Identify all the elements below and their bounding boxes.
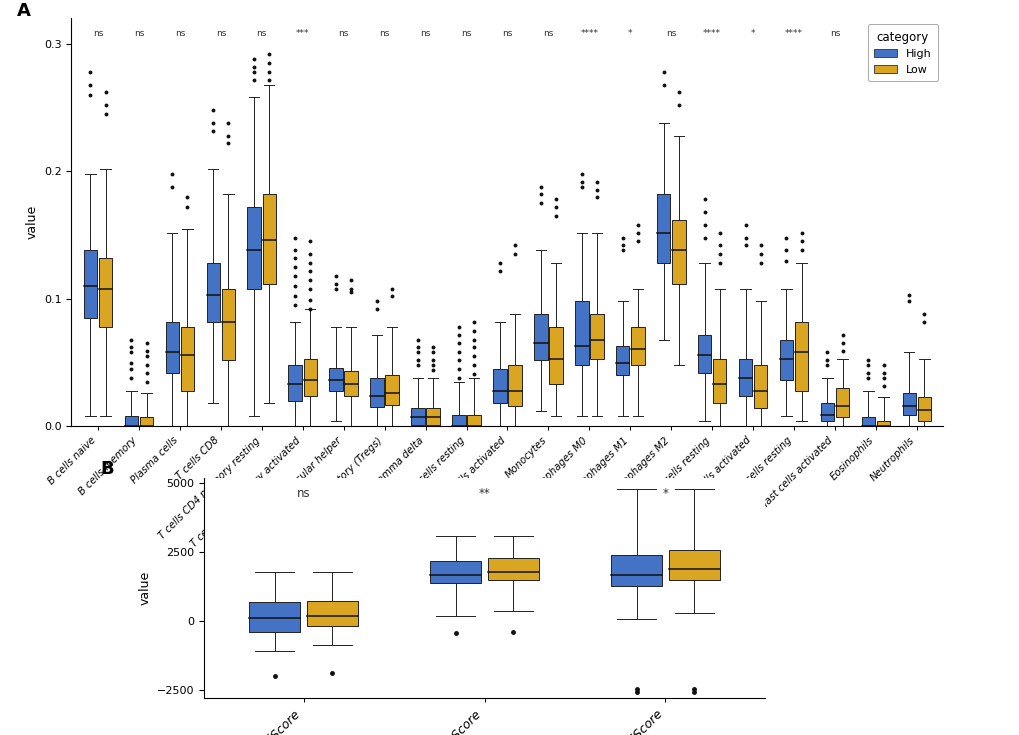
Text: **: ** (478, 487, 490, 500)
Bar (430, 561, 480, 583)
Bar (548, 327, 562, 384)
Bar (467, 415, 480, 426)
Bar (575, 301, 588, 365)
Bar (221, 289, 235, 360)
Bar (411, 409, 424, 425)
Bar (668, 550, 719, 581)
Bar (820, 404, 834, 421)
Y-axis label: value: value (139, 571, 151, 605)
Text: ns: ns (379, 29, 389, 37)
Text: ns: ns (461, 29, 471, 37)
Bar (206, 263, 220, 322)
Bar (610, 556, 661, 586)
Legend: High, Low: High, Low (867, 24, 937, 82)
Bar (249, 603, 300, 631)
Text: ns: ns (543, 29, 553, 37)
Bar (124, 416, 138, 426)
Bar (288, 365, 302, 401)
Y-axis label: value: value (25, 205, 39, 240)
Text: *: * (873, 29, 877, 37)
Text: *: * (662, 487, 667, 500)
Bar (656, 194, 669, 263)
Text: ****: **** (785, 29, 802, 37)
Bar (590, 314, 603, 359)
Bar (329, 368, 342, 390)
Bar (304, 359, 317, 395)
Bar (180, 327, 194, 390)
Text: ns: ns (93, 29, 103, 37)
Bar (385, 376, 398, 405)
Bar (370, 378, 383, 407)
Bar (344, 371, 358, 395)
Text: B: B (100, 460, 114, 478)
Text: ns: ns (501, 29, 513, 37)
Bar (902, 393, 915, 415)
Text: ns: ns (829, 29, 840, 37)
Text: ns: ns (911, 29, 921, 37)
Text: ns: ns (420, 29, 430, 37)
Text: ns: ns (133, 29, 144, 37)
Bar (794, 322, 808, 390)
Text: ***: *** (296, 29, 309, 37)
Bar (140, 417, 153, 426)
Bar (307, 601, 358, 626)
Bar (631, 327, 644, 365)
Bar (84, 251, 97, 318)
Bar (672, 220, 685, 284)
Bar (507, 365, 522, 406)
Bar (492, 369, 506, 404)
Bar (426, 409, 439, 425)
Bar (753, 365, 766, 409)
Text: A: A (16, 2, 31, 20)
Bar (876, 421, 890, 426)
Bar (99, 258, 112, 327)
Bar (835, 388, 849, 417)
Text: ns: ns (665, 29, 676, 37)
Text: ****: **** (702, 29, 720, 37)
Bar (697, 334, 710, 373)
Text: *: * (628, 29, 632, 37)
Text: ****: **** (580, 29, 598, 37)
Bar (165, 322, 179, 373)
Text: *: * (750, 29, 755, 37)
Bar (738, 359, 752, 395)
Text: ns: ns (297, 487, 310, 500)
Bar (712, 359, 726, 404)
Bar (262, 194, 276, 284)
Bar (779, 340, 793, 381)
Bar (488, 559, 538, 581)
Bar (917, 397, 930, 421)
Text: ns: ns (257, 29, 267, 37)
Bar (534, 314, 547, 360)
Bar (451, 415, 466, 426)
Text: ns: ns (174, 29, 184, 37)
Text: ns: ns (338, 29, 348, 37)
Bar (861, 417, 874, 426)
Text: ns: ns (215, 29, 226, 37)
Bar (615, 346, 629, 376)
Bar (248, 207, 261, 289)
